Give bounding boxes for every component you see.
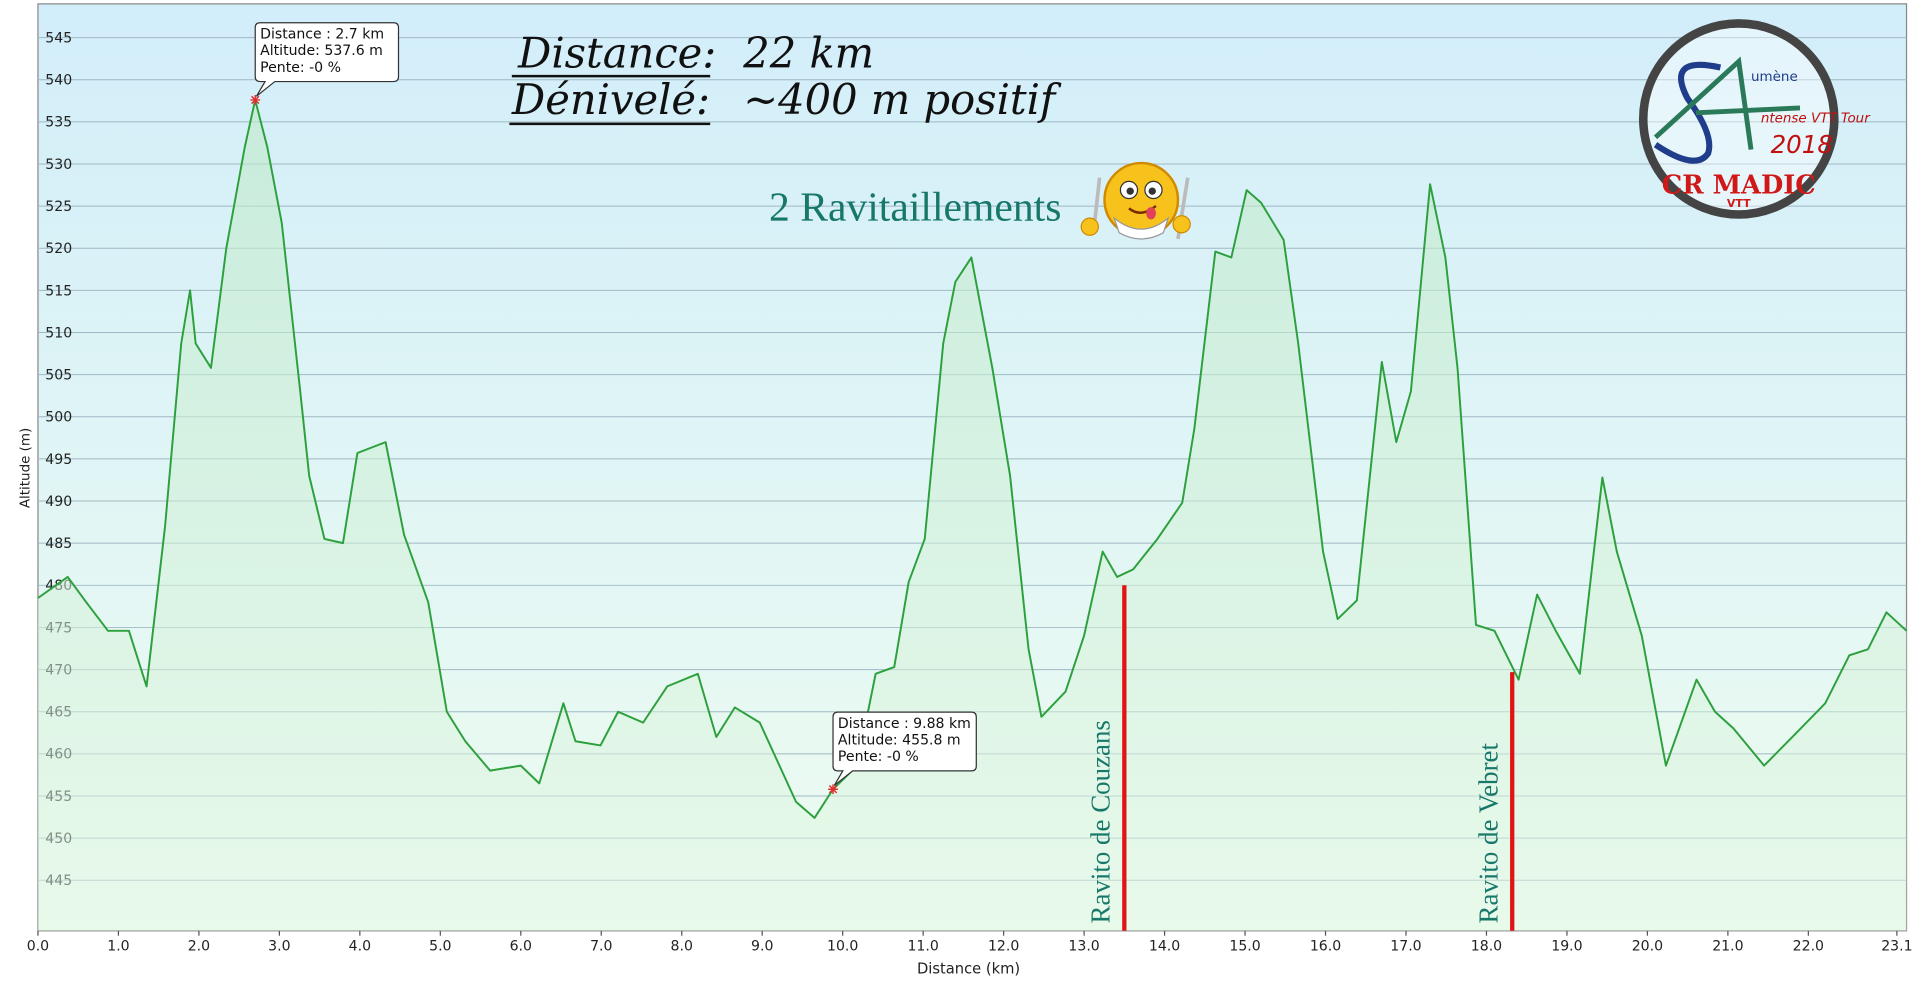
- elevation-line: [37, 99, 1908, 819]
- x-tick-label: 15.0: [1229, 938, 1260, 954]
- y-tick-label: 485: [45, 536, 72, 552]
- tooltip-text: Altitude: 537.6 m: [260, 43, 383, 59]
- x-axis-label: Distance (km): [917, 961, 1020, 978]
- point-marker: [250, 95, 261, 105]
- x-tick-label: 1.0: [107, 938, 129, 954]
- x-tick-label: 8.0: [671, 938, 693, 954]
- logo-word: ntense VTT Tour: [1761, 112, 1871, 127]
- supplies-label: 2 Ravitaillements: [769, 185, 1061, 231]
- logo: umène ntense VTT Tour 2018 CR MADIC VTT: [1638, 19, 1871, 219]
- emoji: [1080, 161, 1191, 240]
- y-axis-label: Altitude (m): [18, 428, 33, 508]
- y-tick-label: 500: [45, 410, 72, 426]
- x-tick-label: 5.0: [429, 938, 451, 954]
- x-tick-label: 21.0: [1712, 938, 1743, 954]
- x-tick-label: 16.0: [1310, 938, 1341, 954]
- x-tick-label: 22.0: [1793, 938, 1824, 954]
- logo-word: umène: [1751, 69, 1798, 85]
- x-tick-label: 18.0: [1471, 938, 1502, 954]
- x-tick-label: 7.0: [590, 938, 612, 954]
- x-tick-label: 11.0: [907, 938, 938, 954]
- logo-name: CR MADIC: [1662, 171, 1816, 201]
- x-tick-label: 10.0: [827, 938, 858, 954]
- x-tick-label: 13.0: [1068, 938, 1099, 954]
- x-tick-label: 4.0: [349, 938, 371, 954]
- supply-label: Ravito de Couzans: [1086, 720, 1116, 923]
- supply-label: Ravito de Vebret: [1474, 743, 1504, 924]
- tooltip-box: [254, 22, 400, 97]
- point-marker: [828, 784, 838, 795]
- elevation-area: [37, 99, 1907, 931]
- y-tick-label: 540: [45, 73, 72, 89]
- elevation-label: Dénivelé:: [511, 75, 710, 124]
- x-tick-label: 0.0: [27, 938, 49, 954]
- x-tick-label: 12.0: [988, 938, 1019, 954]
- y-tick-label: 545: [45, 30, 72, 46]
- x-tick-label: 19.0: [1551, 938, 1582, 954]
- tooltip-text: Distance : 2.7 km: [260, 27, 384, 43]
- distance-label: Distance:: [517, 29, 716, 78]
- tooltip-box: [832, 711, 977, 787]
- y-tick-label: 525: [45, 199, 72, 215]
- y-tick-label: 535: [45, 115, 72, 131]
- y-tick-label: 505: [45, 368, 72, 384]
- x-tick-label: 17.0: [1390, 938, 1421, 954]
- x-tick-label: 2.0: [188, 938, 210, 954]
- x-tick-label: 6.0: [510, 938, 532, 954]
- logo-sub: VTT: [1727, 197, 1751, 210]
- elevation-value: ~400 m positif: [743, 75, 1062, 124]
- tooltip-text: Pente: -0 %: [260, 60, 341, 76]
- x-tick-label: 14.0: [1149, 938, 1180, 954]
- tooltip-text: Distance : 9.88 km: [838, 716, 971, 732]
- x-tick-label: 9.0: [751, 938, 773, 954]
- x-tick-label: 23.1: [1881, 938, 1912, 954]
- y-tick-label: 490: [45, 494, 72, 510]
- tooltip-text: Altitude: 455.8 m: [838, 733, 961, 749]
- distance-value: 22 km: [742, 29, 874, 78]
- y-tick-label: 515: [45, 283, 72, 299]
- y-tick-label: 495: [45, 452, 72, 468]
- y-tick-label: 510: [45, 325, 72, 341]
- x-tick-label: 3.0: [268, 938, 290, 954]
- x-tick-label: 20.0: [1632, 938, 1663, 954]
- tooltip-text: Pente: -0 %: [838, 749, 919, 765]
- logo-year: 2018: [1771, 130, 1833, 159]
- y-tick-label: 530: [45, 157, 72, 173]
- y-tick-label: 520: [45, 241, 72, 257]
